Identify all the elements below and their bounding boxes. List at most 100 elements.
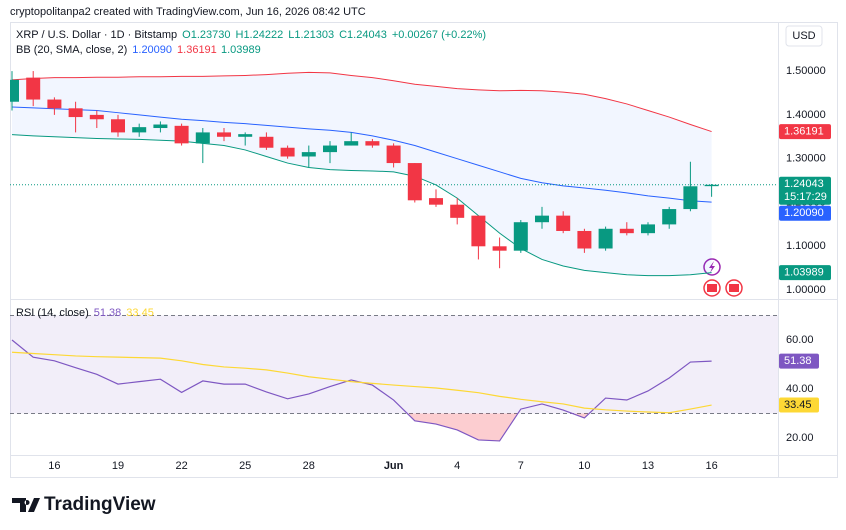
y-tick-label: 1.00000 (786, 284, 826, 296)
price-tag-label: 1.03989 (784, 267, 824, 279)
price-tag-label: 1.36191 (784, 125, 824, 137)
candle-body (598, 228, 613, 249)
x-tick-label: 16 (705, 460, 717, 472)
legend-ohlc: O1.23730 (182, 29, 230, 41)
legend-bb-value: 1.03989 (221, 44, 261, 56)
candle-body (577, 230, 592, 249)
candle-body (662, 209, 677, 225)
currency-button[interactable] (785, 25, 823, 47)
legend-bb: BB (20, SMA, close, 2) (16, 44, 127, 56)
price-tag (779, 124, 831, 140)
bb-line (11, 134, 712, 277)
candle-body (471, 215, 486, 247)
legend-ohlc: C1.24043 (339, 29, 387, 41)
candle-body (407, 163, 422, 201)
header-text: cryptopolitanpa2 created with TradingVie… (10, 6, 366, 18)
candle-body (111, 119, 125, 133)
candle-body (132, 127, 147, 133)
event-flag-body (729, 284, 739, 292)
rsi-line (11, 351, 712, 414)
main-pane (10, 71, 778, 277)
legend-rsi-value: 51.38 (94, 307, 122, 319)
candle-body (47, 99, 62, 109)
price-tag (779, 176, 831, 205)
legend-symbol-line: XRP / U.S. Dollar · 1D · Bitstamp O1.2373… (16, 29, 486, 41)
y-tick-label: 1.10000 (786, 240, 826, 252)
x-tick-label: 25 (239, 460, 251, 472)
candle-body (344, 141, 359, 146)
legend-ohlc: L1.21303 (288, 29, 334, 41)
candle-body (386, 145, 401, 164)
rsi-band-fill (10, 315, 778, 414)
candle-body (68, 108, 83, 118)
legend-bb-line: BB (20, SMA, close, 2) 1.20090 1.36191 1.03… (16, 44, 261, 56)
x-tick-label: 28 (303, 460, 315, 472)
legend-ohlc: +0.00267 (+0.22%) (392, 29, 486, 41)
candle-body (89, 114, 104, 120)
y-tick-label: 1.40000 (786, 109, 826, 121)
legend-rsi-line: RSI (14, close) 51.38 33.45 (16, 307, 154, 319)
candle-body (259, 136, 274, 148)
bb-line (11, 106, 712, 203)
candle-body (10, 79, 19, 102)
candle-body (492, 246, 507, 251)
x-tick-label: 16 (48, 460, 60, 472)
legend-rsi-value: 33.45 (126, 307, 154, 319)
candle-body (238, 134, 253, 137)
logo-mark (12, 498, 40, 512)
candle-body (301, 152, 316, 157)
price-tag-label: 1.20090 (784, 207, 824, 219)
x-tick-label: 4 (454, 460, 460, 472)
candle-body (641, 224, 655, 234)
candle-body (450, 204, 465, 218)
ideas-icon-bolt (709, 261, 715, 273)
bb-fill (12, 72, 712, 276)
chart-frame (10, 22, 838, 478)
x-tick-label: 10 (578, 460, 590, 472)
price-tag-label: 1.24043 (784, 178, 824, 190)
candle-body (513, 222, 528, 251)
legend-bb-value: 1.36191 (177, 44, 217, 56)
rsi-tick-label: 60.00 (786, 334, 814, 346)
candle-body (280, 147, 295, 157)
rsi-tag (779, 397, 819, 413)
x-tick-label: Jun (384, 460, 404, 472)
rsi-tick-label: 20.00 (786, 432, 814, 444)
legend-rsi: RSI (14, close) (16, 307, 89, 319)
bb-line (11, 71, 712, 133)
price-tag-label: 15:17:29 (784, 191, 827, 203)
legend-symbol: XRP / U.S. Dollar · 1D · Bitstamp (16, 29, 177, 41)
rsi-tick-label: 40.00 (786, 383, 814, 395)
footer-logo: TradingView (12, 494, 156, 515)
x-tick-label: 19 (112, 460, 124, 472)
candle-body (429, 198, 443, 205)
candle-body (26, 77, 41, 100)
legend-ohlc: H1.24222 (236, 29, 284, 41)
x-tick-label: 13 (642, 460, 654, 472)
currency-label[interactable]: USD (792, 30, 815, 42)
rsi-tag (779, 353, 819, 369)
candle-body (619, 228, 634, 234)
candle-body (174, 125, 189, 144)
candle-body (683, 186, 698, 210)
x-tick-label: 22 (175, 460, 187, 472)
price-tag (779, 205, 831, 221)
candle-body (365, 141, 380, 146)
event-icons (703, 258, 743, 297)
legend-bb-value: 1.20090 (132, 44, 172, 56)
candle-body (217, 132, 231, 137)
brand-name: TradingView (44, 494, 156, 515)
event-flag-body (707, 284, 717, 292)
candle-body (535, 215, 549, 223)
candle-body (153, 124, 168, 129)
y-tick-label: 1.30000 (786, 153, 826, 165)
rsi-tag-label: 51.38 (784, 355, 812, 367)
candle-body (195, 132, 210, 144)
candle-body (556, 215, 571, 231)
price-tag (779, 265, 831, 281)
rsi-tag-label: 33.45 (784, 399, 812, 411)
y-tick-label: 1.50000 (786, 65, 826, 77)
x-tick-label: 7 (518, 460, 524, 472)
